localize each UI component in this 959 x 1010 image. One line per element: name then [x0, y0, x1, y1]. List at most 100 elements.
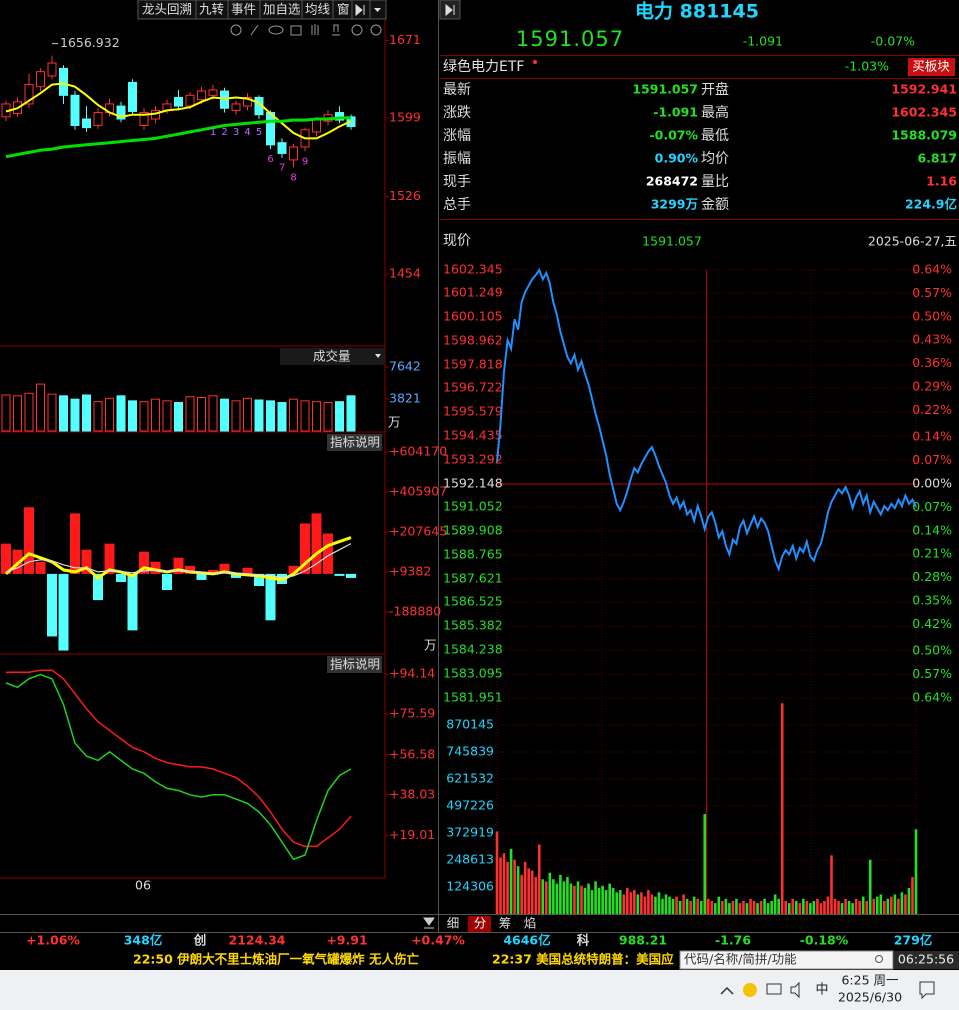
volume-bar: [174, 402, 183, 432]
basket-icon[interactable]: [290, 25, 302, 36]
y-tick-label: 497226: [446, 797, 494, 812]
settings-icon[interactable]: [230, 24, 242, 36]
tab[interactable]: 筹: [499, 916, 512, 931]
volume-bar: [759, 900, 763, 914]
volume-bar: [900, 892, 904, 914]
y2-tick-label: 0.57%: [912, 285, 952, 300]
volume-bar: [745, 903, 749, 914]
quote-value: 268472: [646, 174, 698, 189]
network-icon[interactable]: [766, 983, 782, 995]
macd-bar: [24, 507, 34, 574]
status-bar: +1.06% 348亿 创 2124.34 +9.91 +0.47% 4646亿 科 988.2…: [26, 933, 932, 948]
y2-tick-label: 0.64%: [912, 690, 952, 705]
y-tick-label: 1587.621: [443, 571, 503, 586]
y2-tick-label: 0.36%: [912, 355, 952, 370]
volume-bar: [548, 872, 552, 914]
volume-bar: [151, 398, 160, 432]
unit-label: 万: [388, 415, 401, 430]
status-item: -0.18%: [800, 933, 849, 948]
tab[interactable]: 细: [447, 916, 460, 931]
tab[interactable]: 分: [474, 916, 487, 931]
quote-value: 1.16: [926, 174, 957, 189]
tab[interactable]: 焰: [524, 916, 537, 931]
news-item[interactable]: 22:50 伊朗大不里士炼油厂一氧气罐爆炸 无人伤亡: [133, 952, 419, 967]
y2-tick-label: 0.07%: [912, 452, 952, 467]
toolbar-button[interactable]: 均线: [305, 2, 331, 17]
toolbar-button[interactable]: 窗: [337, 2, 350, 17]
pen-icon[interactable]: [250, 24, 259, 36]
volume-bar: [576, 881, 580, 914]
sequence-label: 3: [233, 127, 239, 138]
volume-bar: [47, 393, 57, 432]
zoom-out-icon[interactable]: [370, 24, 382, 36]
search-icon[interactable]: [875, 955, 883, 963]
volume-bar: [794, 900, 798, 914]
quote-value: 1592.941: [891, 82, 957, 97]
volume-bar: [643, 896, 647, 914]
volume-bar: [323, 402, 333, 432]
tray-app-icon[interactable]: [743, 983, 757, 997]
candle-body: [220, 90, 229, 109]
volume-bar: [914, 829, 918, 914]
indicator-button[interactable]: [327, 434, 382, 451]
y2-tick-label: 0.14%: [912, 429, 952, 444]
macd-bar: [1, 543, 11, 574]
toolbar-button[interactable]: 九转: [199, 2, 224, 17]
y-tick-label: 1598.962: [443, 332, 503, 347]
macd-bar: [242, 567, 253, 574]
etf-name[interactable]: 绿色电力ETF: [443, 58, 524, 75]
quote-value: 1591.057: [632, 82, 698, 97]
volume-bar: [527, 868, 530, 914]
notification-icon[interactable]: [919, 981, 935, 1000]
volume-bar: [675, 896, 678, 914]
y-tick-label: 1602.345: [443, 262, 503, 277]
search-box[interactable]: [679, 950, 894, 970]
hand-icon[interactable]: [311, 24, 319, 35]
macd-bar: [346, 573, 356, 578]
taskbar-time[interactable]: 6:25 周一: [841, 973, 898, 988]
volume-bar: [502, 853, 506, 914]
volume-bar: [875, 896, 879, 914]
lock-icon[interactable]: [332, 24, 340, 36]
dropdown-icon[interactable]: [374, 8, 381, 12]
toolbar-button[interactable]: 龙头回溯: [142, 2, 192, 17]
buy-sector-button[interactable]: [908, 58, 955, 76]
macd-bar: [208, 569, 218, 574]
taskbar-date[interactable]: 2025/6/30: [838, 990, 902, 1005]
candle-body: [231, 103, 241, 111]
tray-expand[interactable]: [720, 986, 734, 995]
zoom-in-icon[interactable]: [351, 24, 363, 36]
unit-label: 万: [424, 638, 437, 653]
eye-icon[interactable]: [268, 25, 284, 35]
ime-indicator[interactable]: 中: [815, 983, 828, 998]
macd-bar: [196, 573, 207, 580]
y2-tick-label: 0.29%: [912, 379, 952, 394]
current-price: 1591.057: [642, 234, 702, 249]
dropdown-icon[interactable]: [375, 354, 381, 358]
last-price: 1591.057: [516, 27, 624, 51]
volume-bar: [312, 401, 321, 432]
macd-bar: [150, 561, 161, 574]
toolbar-button[interactable]: 事件: [231, 2, 256, 17]
news-item[interactable]: 22:37 美国总统特朗普：美国应: [492, 952, 674, 967]
volume-bar: [499, 857, 502, 914]
volume-bar: [552, 879, 555, 914]
macd-bar: [58, 573, 69, 651]
volume-bar: [185, 396, 195, 432]
quote-value: -1.091: [653, 105, 698, 120]
volume-icon[interactable]: [790, 981, 800, 999]
quote-label: 开盘: [701, 81, 729, 98]
indicator-selector[interactable]: [280, 348, 385, 365]
toolbar-button[interactable]: 加自选: [263, 2, 301, 17]
macd-bar: [104, 543, 115, 574]
volume-bar: [724, 898, 728, 914]
sequence-label: 8: [290, 172, 296, 183]
volume-bar: [70, 398, 80, 432]
volume-bar: [868, 859, 872, 914]
status-item: +1.06%: [26, 933, 80, 948]
expand-icon[interactable]: [355, 3, 365, 17]
indicator-button[interactable]: [327, 656, 382, 673]
volume-bar: [105, 397, 114, 432]
scroll-icon[interactable]: [423, 917, 435, 929]
price-change-pct: -0.07%: [871, 34, 915, 49]
